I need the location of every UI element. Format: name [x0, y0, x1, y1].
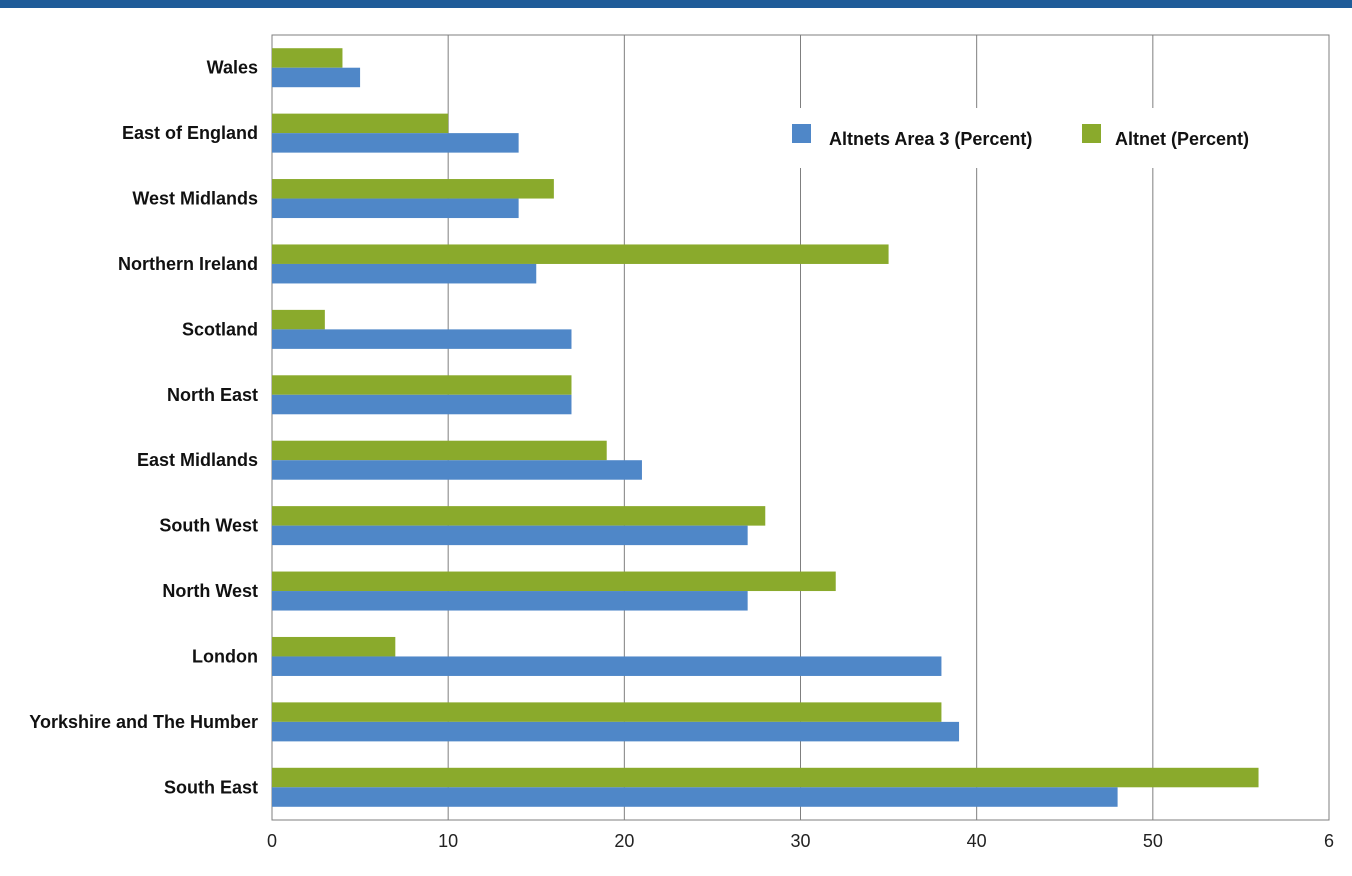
- x-tick-label: 40: [967, 831, 987, 851]
- bar-altnets-area-3: [272, 329, 572, 349]
- bar-altnet: [272, 702, 942, 722]
- bar-altnets-area-3: [272, 263, 537, 284]
- bar-altnet: [272, 48, 343, 68]
- bar-altnet: [272, 244, 889, 264]
- bar-altnets-area-3: [272, 460, 642, 480]
- bar-altnet: [272, 636, 396, 657]
- bar-altnets-area-3: [272, 133, 519, 153]
- x-tick-label: 20: [614, 831, 634, 851]
- legend-label-altnets-area-3: Altnets Area 3 (Percent): [829, 129, 1032, 149]
- x-tick-label: 0: [267, 831, 277, 851]
- bar-altnet: [272, 179, 554, 199]
- bar-altnet: [272, 309, 325, 330]
- category-label: North East: [167, 385, 258, 405]
- category-label: South East: [164, 777, 258, 797]
- bar-altnets-area-3: [272, 787, 1118, 807]
- category-label: Wales: [207, 58, 258, 78]
- legend-background: [780, 108, 1290, 168]
- bar-altnet: [272, 375, 572, 395]
- bar-altnet: [272, 113, 449, 134]
- x-tick-label: 50: [1143, 831, 1163, 851]
- category-label: West Midlands: [132, 189, 258, 209]
- x-tick-label: 30: [790, 831, 810, 851]
- bar-altnets-area-3: [272, 198, 519, 219]
- category-label: Scotland: [182, 319, 258, 339]
- category-label: East of England: [122, 123, 258, 143]
- bar-altnets-area-3: [272, 721, 960, 742]
- bar-altnets-area-3: [272, 656, 942, 676]
- category-label: South West: [159, 516, 258, 536]
- bar-altnet: [272, 767, 1259, 788]
- top-banner-bar: [0, 0, 1352, 8]
- x-tick-label: 10: [438, 831, 458, 851]
- x-tick-label: 6: [1324, 831, 1334, 851]
- category-label: North West: [162, 581, 258, 601]
- legend-label-altnet: Altnet (Percent): [1115, 129, 1249, 149]
- category-label: East Midlands: [137, 450, 258, 470]
- bar-altnet: [272, 506, 766, 526]
- legend-swatch-blue: [792, 124, 811, 143]
- bar-altnet: [272, 440, 607, 461]
- category-label: Northern Ireland: [118, 254, 258, 274]
- bar-altnets-area-3: [272, 394, 572, 415]
- bar-altnet: [272, 571, 836, 592]
- bar-altnets-area-3: [272, 525, 748, 546]
- bar-altnets-area-3: [272, 67, 361, 88]
- category-label: Yorkshire and The Humber: [29, 712, 258, 732]
- category-label: London: [192, 646, 258, 666]
- bar-altnets-area-3: [272, 591, 748, 611]
- legend-swatch-green: [1082, 124, 1101, 143]
